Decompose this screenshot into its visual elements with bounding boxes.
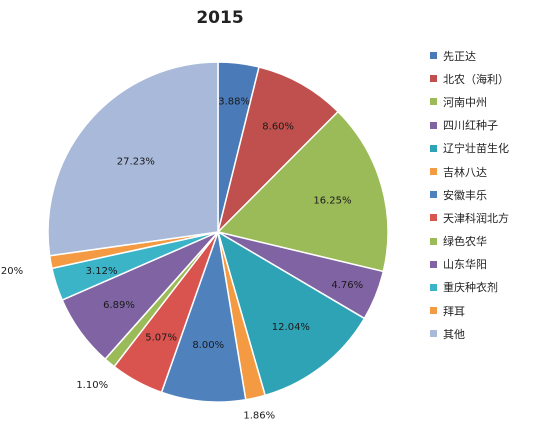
legend-item: 绿色农华 — [430, 230, 542, 253]
legend-label: 山东华阳 — [443, 258, 487, 272]
legend-item: 四川红种子 — [430, 114, 542, 137]
legend-label: 北农（海利） — [443, 72, 509, 86]
pie-slice — [216, 66, 340, 235]
legend-swatch — [430, 330, 437, 338]
legend-item: 拜耳 — [430, 299, 542, 322]
legend-label: 安徽丰乐 — [443, 188, 487, 202]
legend-item: 安徽丰乐 — [430, 183, 542, 206]
legend-label: 绿色农华 — [443, 235, 487, 249]
slice-data-label: 3.12% — [86, 266, 118, 277]
pie-slice — [216, 110, 389, 273]
chart-title: 2015 — [196, 8, 244, 28]
slice-data-label: 5.07% — [145, 333, 177, 344]
legend-swatch — [430, 283, 437, 291]
legend-label: 辽宁壮苗生化 — [443, 142, 509, 156]
legend-item: 天津科润北方 — [430, 206, 542, 229]
slice-data-label: 8.60% — [262, 121, 294, 132]
legend-item: 重庆种衣剂 — [430, 276, 542, 299]
legend-label: 吉林八达 — [443, 165, 487, 179]
legend-swatch — [430, 214, 437, 222]
slice-data-label: 27.23% — [117, 157, 155, 168]
legend-swatch — [430, 144, 437, 152]
legend-swatch — [430, 98, 437, 106]
pie-slice — [216, 230, 366, 397]
legend-swatch — [430, 237, 437, 245]
slice-data-label: 6.89% — [103, 300, 135, 311]
slice-data-label: 12.04% — [272, 322, 310, 333]
legend-label: 先正达 — [443, 49, 476, 63]
legend-item: 辽宁壮苗生化 — [430, 137, 542, 160]
legend-swatch — [430, 260, 437, 268]
legend-swatch — [430, 191, 437, 199]
legend-label: 河南中州 — [443, 95, 487, 109]
legend-label: 四川红种子 — [443, 119, 498, 133]
legend-label: 其他 — [443, 327, 465, 341]
slice-data-label: 16.25% — [313, 196, 351, 207]
legend-swatch — [430, 52, 437, 60]
slice-data-label: 8.00% — [192, 340, 224, 351]
legend-swatch — [430, 121, 437, 129]
legend-item: 吉林八达 — [430, 160, 542, 183]
legend-item: 山东华阳 — [430, 253, 542, 276]
legend-label: 重庆种衣剂 — [443, 281, 498, 295]
legend-label: 拜耳 — [443, 304, 465, 318]
legend-swatch — [430, 168, 437, 176]
slice-data-label: 1.20% — [0, 266, 23, 277]
legend-label: 天津科润北方 — [443, 211, 509, 225]
legend-item: 其他 — [430, 322, 542, 345]
legend-item: 先正达 — [430, 44, 542, 67]
slice-data-label: 1.10% — [76, 380, 108, 391]
chart-legend: 先正达北农（海利） 河南中州四川红种子辽宁壮苗生化 吉林八达安徽丰乐天津科润北方 绿色… — [430, 44, 542, 345]
legend-swatch — [430, 75, 437, 83]
pie-slice — [47, 61, 219, 257]
legend-item: 北农（海利） — [430, 67, 542, 90]
slice-data-label: 4.76% — [331, 280, 363, 291]
legend-item: 河南中州 — [430, 90, 542, 113]
slice-data-label: 1.86% — [243, 410, 275, 421]
legend-swatch — [430, 307, 437, 315]
slice-data-label: 3.88% — [218, 96, 250, 107]
